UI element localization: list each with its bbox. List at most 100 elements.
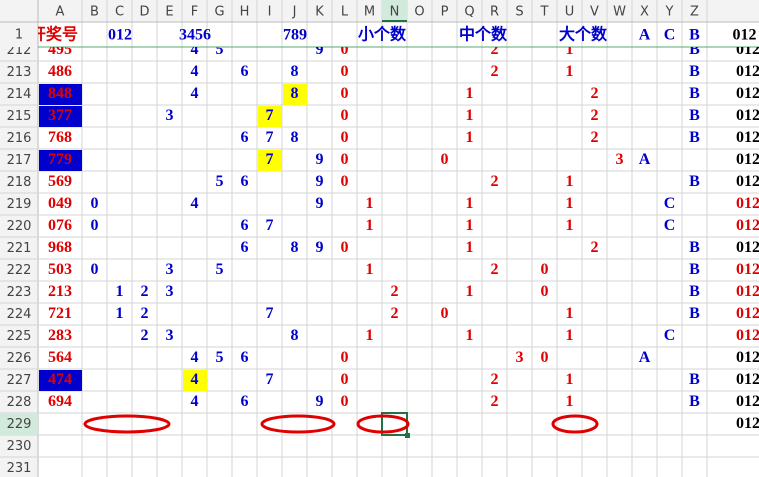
cell: 0 [341,85,349,102]
cell: 6 [241,393,249,410]
red-circle [260,414,336,434]
cell-fill [39,106,82,127]
column-header: U [565,5,575,20]
cell: 9 [316,393,324,410]
column-header: S [515,5,523,20]
cell: B [689,107,700,124]
column-header: J [292,5,297,20]
cell-fill [258,106,282,127]
column-header: V [590,5,599,20]
cell: 6 [241,239,249,256]
cell: 779 [48,151,72,168]
cell: 0 [441,151,449,168]
column-header: P [441,5,449,20]
cell: 1 [566,305,574,322]
cell: 3 [166,107,174,124]
column-header: L [341,5,349,20]
column-header: R [490,5,499,20]
cell: 8 [291,327,299,344]
cell: 1 [466,283,474,300]
row-number: 213 [7,65,32,80]
cell: 2 [591,129,599,146]
cell: 6 [241,63,249,80]
cell: 012 [736,349,759,366]
cell: B [689,371,700,388]
header-cell: 大个数 [559,25,608,44]
cell: 4 [191,41,199,58]
cell: A [639,349,651,366]
row-number: 217 [7,153,32,168]
cell: 9 [316,41,324,58]
column-header: Q [464,5,474,20]
cell-fill [258,150,282,171]
column-header: O [414,5,424,20]
cell: 4 [191,195,199,212]
cell: 6 [241,349,249,366]
cell: 1 [466,239,474,256]
cell: 0 [341,239,349,256]
cell: 0 [441,305,449,322]
cell: 0 [341,63,349,80]
row-number: 216 [7,131,32,146]
header-cell: B [689,27,700,44]
cell: 7 [266,107,274,124]
cell: 012 [736,239,759,256]
cell: 1 [566,195,574,212]
cell: 9 [316,239,324,256]
row-number: 214 [7,87,32,102]
row-header-bar [0,0,38,477]
cell: 2 [391,305,399,322]
cell: 7 [266,371,274,388]
column-header: Z [690,5,699,20]
cell: 1 [116,283,124,300]
cell: 076 [48,217,72,234]
cell: 377 [48,107,72,124]
cell: 694 [48,393,72,410]
cell: B [689,63,700,80]
column-header: A [56,5,65,20]
cell: 8 [291,129,299,146]
selected-column-header [382,0,407,22]
row-number: 230 [7,439,32,454]
column-header-bar [0,0,759,22]
cell: 012 [736,41,759,58]
cell: 2 [491,261,499,278]
cell: 1 [366,327,374,344]
cell: 3 [166,283,174,300]
cell: 012 [736,151,759,168]
cell: 8 [291,239,299,256]
cell: 1 [566,327,574,344]
cell: 1 [566,371,574,388]
column-header: C [115,5,124,20]
cell: 1 [466,129,474,146]
cell: 9 [316,151,324,168]
row-number: 223 [7,285,32,300]
column-header: T [540,5,549,20]
header-cell: 789 [283,27,307,44]
header-cell: C [664,27,676,44]
cell: 0 [341,371,349,388]
header-cell: 小个数 [358,25,407,44]
cell: 012 [736,327,759,344]
cell: 283 [48,327,72,344]
cell: 495 [48,41,72,58]
cell: 2 [491,371,499,388]
cell: 2 [491,63,499,80]
header-cell: 中个数 [459,25,508,44]
cell: 0 [91,195,99,212]
cell: 5 [216,261,224,278]
row-number: 215 [7,109,32,124]
row-number: 219 [7,197,32,212]
row-number: 225 [7,329,32,344]
cell: 3 [166,261,174,278]
cell: 8 [291,85,299,102]
selected-row-header [0,413,38,435]
cell: 9 [316,195,324,212]
cell: B [689,393,700,410]
cell: 1 [366,217,374,234]
cell: 5 [216,349,224,366]
cell: 0 [91,261,99,278]
cell: 7 [266,217,274,234]
